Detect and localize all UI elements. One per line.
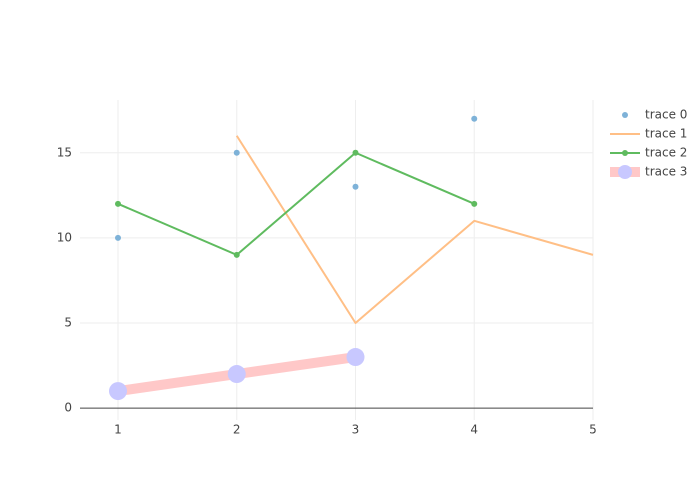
- y-tick-label: 15: [57, 145, 72, 159]
- marker: [352, 149, 359, 156]
- marker: [471, 115, 478, 122]
- marker: [109, 382, 127, 401]
- marker: [115, 200, 121, 207]
- legend-marker: [622, 112, 628, 118]
- series-line: [117, 151, 475, 256]
- marker: [346, 348, 365, 367]
- marker: [233, 251, 240, 258]
- legend-label: trace 2: [645, 146, 687, 160]
- y-tick-label: 10: [57, 230, 72, 244]
- marker: [227, 365, 246, 384]
- legend-label: trace 3: [645, 165, 687, 179]
- y-tick-label: 5: [64, 315, 72, 329]
- legend-label: trace 0: [645, 108, 687, 122]
- x-tick-label: 3: [352, 423, 360, 437]
- y-tick-label: 0: [64, 401, 72, 415]
- legend-label: trace 1: [645, 127, 687, 141]
- x-tick-label: 5: [589, 423, 597, 437]
- series-line: [235, 135, 594, 324]
- marker: [115, 234, 121, 241]
- x-tick-label: 4: [470, 423, 478, 437]
- marker: [471, 200, 478, 207]
- marker: [233, 149, 240, 156]
- legend-marker: [618, 165, 632, 179]
- x-tick-label: 2: [233, 423, 241, 437]
- marker: [352, 183, 359, 190]
- legend-marker: [622, 150, 628, 156]
- x-tick-label: 1: [114, 423, 122, 437]
